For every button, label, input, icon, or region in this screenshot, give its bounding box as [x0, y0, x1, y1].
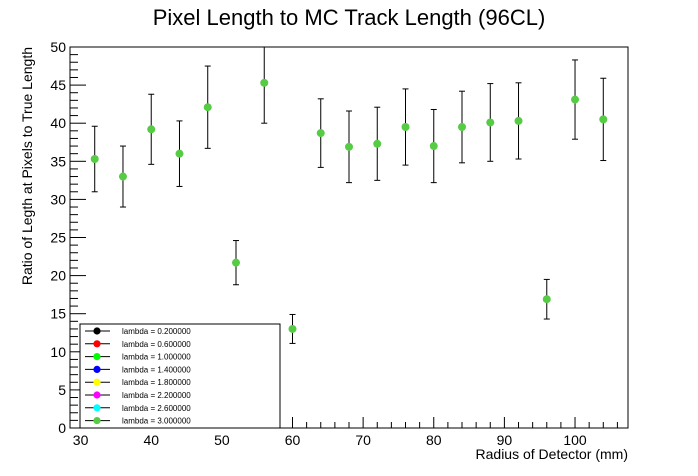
legend-label: lambda = 3.000000	[122, 417, 191, 426]
legend: lambda = 0.200000 lambda = 0.600000 lambda…	[79, 323, 281, 429]
y-tick-label: 40	[50, 115, 66, 131]
y-axis-title: Ratio of Legth at Pixels to True Length	[19, 47, 35, 285]
y-tick-label: 0	[58, 420, 66, 436]
y-axis: 0 5 10 15 20 25 30 35 40 45 50	[50, 39, 86, 436]
data-point	[90, 155, 99, 164]
y-tick-label: 50	[50, 39, 66, 55]
data-point	[429, 142, 438, 151]
data-point	[203, 103, 212, 112]
data-point	[571, 95, 580, 104]
y-tick-label: 30	[50, 191, 66, 207]
x-tick-label: 100	[563, 432, 587, 448]
x-tick-label: 90	[497, 432, 513, 448]
y-tick-label: 5	[58, 382, 66, 398]
y-tick-label: 35	[50, 153, 66, 169]
legend-box	[79, 323, 281, 429]
y-tick-label: 20	[50, 268, 66, 284]
data-point	[401, 123, 410, 132]
legend-label: lambda = 0.200000	[122, 327, 191, 336]
legend-marker	[93, 365, 101, 373]
legend-label: lambda = 2.200000	[122, 391, 191, 400]
legend-marker	[93, 391, 101, 399]
legend-label: lambda = 0.600000	[122, 340, 191, 349]
data-point	[175, 149, 184, 158]
chart-title: Pixel Length to MC Track Length (96CL)	[153, 5, 546, 30]
legend-marker	[93, 353, 101, 361]
x-axis-title: Radius of Detector (mm)	[476, 446, 628, 462]
data-point	[599, 115, 608, 124]
legend-marker	[93, 404, 101, 412]
data-point	[345, 142, 353, 151]
legend-label: lambda = 1.800000	[122, 378, 191, 387]
y-tick-label: 10	[50, 344, 66, 360]
legend-label: lambda = 2.600000	[122, 404, 191, 413]
legend-marker	[93, 378, 101, 386]
y-tick-label: 15	[50, 306, 66, 322]
data-point	[316, 129, 325, 138]
data-point	[373, 139, 382, 148]
legend-marker	[93, 340, 101, 348]
legend-label: lambda = 1.400000	[122, 365, 191, 374]
data-point	[231, 258, 240, 267]
legend-marker	[93, 417, 101, 425]
legend-marker	[93, 327, 101, 335]
data-point	[486, 118, 495, 127]
data-point	[288, 324, 297, 333]
x-tick-label: 30	[73, 432, 89, 448]
x-tick-label: 40	[143, 432, 159, 448]
x-tick-label: 70	[355, 432, 371, 448]
data-point	[260, 78, 269, 87]
data-points	[90, 47, 608, 344]
x-tick-label: 80	[426, 432, 442, 448]
data-point	[118, 172, 127, 181]
data-point	[147, 125, 156, 134]
data-point	[458, 123, 467, 132]
x-tick-label: 50	[214, 432, 230, 448]
y-tick-label: 45	[50, 77, 66, 93]
data-point	[542, 295, 551, 304]
y-tick-label: 25	[50, 230, 66, 246]
x-axis: 30 40 50 60 70 80 90 100	[73, 417, 618, 448]
legend-label: lambda = 1.000000	[122, 353, 191, 362]
x-tick-label: 60	[285, 432, 301, 448]
data-point	[514, 116, 523, 125]
